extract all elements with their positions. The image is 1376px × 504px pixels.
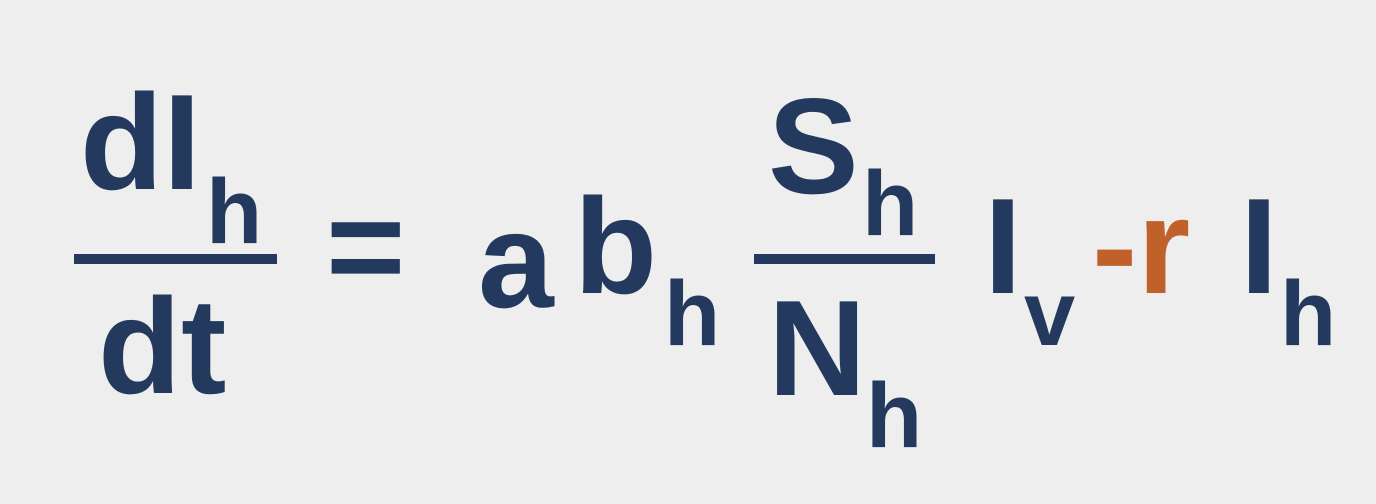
rhs-fraction-bar [754,254,935,264]
lhs-fraction-bar [74,254,277,264]
lhs-denominator: dt [98,270,227,422]
term-iv-base: I [984,170,1022,322]
fraction-numerator-subscript: h [862,153,919,255]
coefficient-a: a [478,184,554,336]
term-ih-base: I [1240,170,1278,322]
fraction-numerator-base: S [768,70,859,222]
coefficient-b: b [574,170,658,322]
term-minus-r: -r [1092,170,1191,322]
equals-sign: = [326,170,406,322]
fraction-denominator-base: N [768,272,867,424]
lhs-numerator-base: dI [80,66,201,218]
term-ih-subscript: h [1280,263,1337,365]
lhs-numerator-subscript: h [206,161,263,263]
fraction-denominator-subscript: h [866,365,923,467]
term-iv-subscript: v [1024,263,1076,365]
coefficient-b-subscript: h [664,263,721,365]
